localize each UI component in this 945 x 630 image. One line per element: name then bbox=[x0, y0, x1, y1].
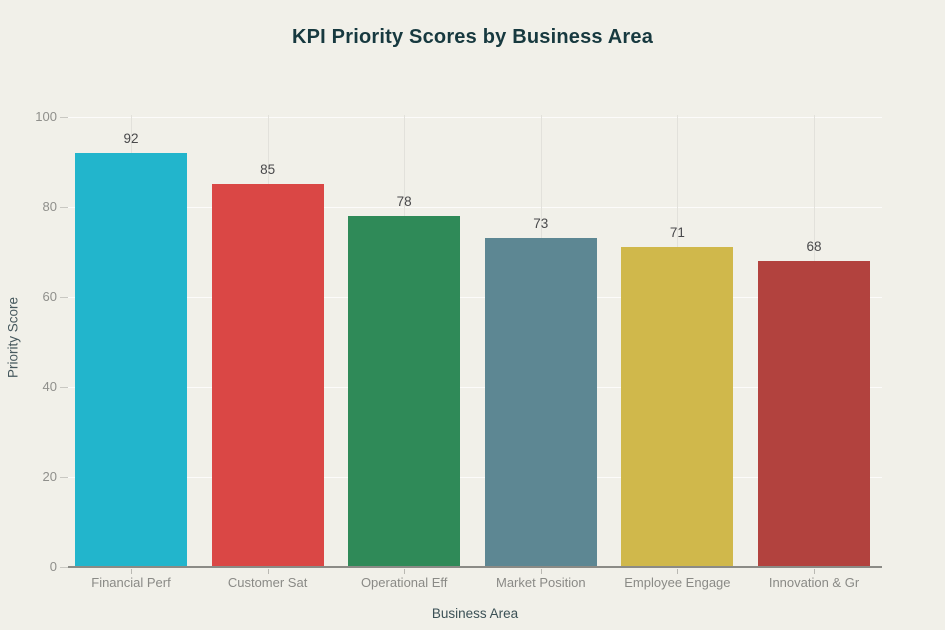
y-tick-label: 20 bbox=[42, 468, 57, 484]
x-tick-mark bbox=[814, 569, 815, 574]
y-tick-label: 40 bbox=[42, 378, 57, 394]
x-tick-mark bbox=[267, 569, 269, 574]
x-tick-label: Employee Engage bbox=[624, 575, 731, 590]
x-axis-line bbox=[68, 566, 882, 568]
chart-title: KPI Priority Scores by Business Area bbox=[291, 26, 654, 48]
bar-employee-engage bbox=[621, 247, 734, 567]
y-tick-mark bbox=[60, 386, 68, 388]
y-tick-mark bbox=[60, 116, 68, 118]
bar-financial-perf bbox=[75, 152, 187, 567]
x-tick-label: Market Position bbox=[496, 575, 586, 590]
bar-value-label: 73 bbox=[533, 216, 549, 232]
y-tick-label: 0 bbox=[49, 559, 57, 574]
horizontal-gridline bbox=[68, 476, 882, 478]
horizontal-gridline bbox=[68, 206, 882, 208]
x-tick-label: Operational Eff bbox=[360, 575, 448, 590]
y-tick-label: 100 bbox=[35, 108, 57, 124]
y-tick-mark bbox=[60, 206, 68, 208]
y-tick-mark bbox=[60, 476, 68, 478]
x-tick-label: Customer Sat bbox=[227, 575, 308, 590]
x-axis-title: Business Area bbox=[431, 606, 519, 621]
x-tick-mark bbox=[404, 569, 406, 574]
y-tick-label: 60 bbox=[42, 288, 57, 304]
y-tick-label: 80 bbox=[42, 198, 57, 214]
bar-value-label: 92 bbox=[123, 130, 139, 146]
y-axis-title: Priority Score bbox=[5, 296, 21, 379]
x-tick-mark bbox=[677, 569, 679, 574]
bar-innovation-gr bbox=[758, 260, 870, 567]
bar-value-label: 68 bbox=[806, 238, 822, 254]
y-tick-mark bbox=[60, 567, 68, 568]
x-tick-label: Innovation & Gr bbox=[768, 575, 860, 590]
x-tick-label: Financial Perf bbox=[91, 575, 171, 590]
horizontal-gridline bbox=[68, 116, 882, 118]
bar-customer-sat bbox=[211, 184, 324, 567]
horizontal-gridline bbox=[68, 296, 882, 298]
bar-value-label: 78 bbox=[396, 193, 412, 209]
bar-operational-eff bbox=[348, 215, 461, 567]
x-tick-mark bbox=[540, 569, 542, 574]
bar-market-position bbox=[484, 238, 597, 567]
bar-value-label: 71 bbox=[669, 225, 685, 241]
y-tick-mark bbox=[60, 296, 68, 298]
horizontal-gridline bbox=[68, 386, 882, 388]
bar-value-label: 85 bbox=[260, 162, 276, 178]
x-tick-mark bbox=[131, 569, 132, 574]
